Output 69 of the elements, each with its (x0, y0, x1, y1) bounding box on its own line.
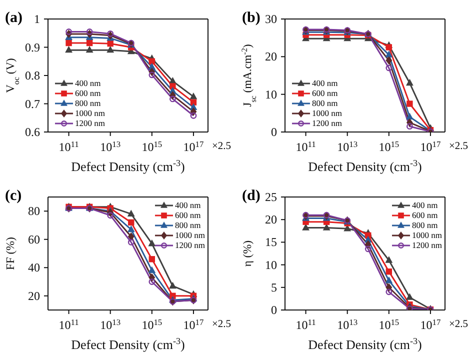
x-tick-label: 10$^{11}$ (58, 318, 79, 332)
legend-label: 1200 nm (175, 240, 205, 250)
x-tick-label: 10$^{17}$ (420, 318, 441, 332)
x-tick-label: 10$^{15}$ (142, 318, 162, 332)
x-axis-title: Defect Density (cm$^{-3}$) (308, 158, 422, 174)
chart-title: (a) (5, 10, 22, 27)
x-tick-label: 10$^{13}$ (337, 140, 358, 154)
y-tick-label: 40 (28, 260, 40, 275)
legend-label: 1000 nm (75, 108, 105, 118)
chart-title: (b) (242, 10, 260, 27)
x-tick-label: 10$^{15}$ (378, 140, 400, 154)
legend-label: 800 nm (312, 98, 338, 108)
legend-label: 1000 nm (412, 230, 442, 240)
y-tick-label: 0 (271, 303, 277, 317)
legend-label: 1000 nm (312, 108, 342, 118)
legend-label: 1000 nm (175, 230, 205, 240)
y-tick-label: 25 (265, 190, 277, 204)
x-axis-title: Defect Density (cm$^{-3}$) (71, 158, 185, 174)
y-tick-label: 20 (265, 212, 277, 227)
legend-label: 600 nm (412, 210, 438, 220)
y-tick-label: 80 (28, 204, 40, 218)
legend-label: 600 nm (175, 210, 201, 220)
legend-label: 800 nm (75, 98, 101, 108)
x-tick-label: 10$^{11}$ (58, 140, 79, 154)
chart-title: (d) (242, 188, 260, 205)
y-tick-label: 0 (271, 125, 277, 139)
y-tick-label: 30 (265, 12, 277, 26)
legend-label: 400 nm (312, 78, 338, 88)
x-axis-title: Defect Density (cm$^{-3}$) (71, 336, 185, 352)
x-tick-label: 10$^{11}$ (296, 140, 316, 154)
legend-label: 400 nm (175, 200, 201, 210)
y-tick-label: 0.8 (25, 68, 40, 82)
y-tick-label: 15 (265, 235, 277, 250)
legend-label: 1200 nm (312, 118, 342, 128)
text: ×2.5 (212, 141, 232, 152)
y-tick-label: 1 (34, 12, 40, 26)
y-tick-label: 20 (28, 288, 40, 303)
legend-label: 600 nm (75, 88, 101, 98)
y-tick-label: 20 (265, 50, 277, 64)
text: ×2.5 (449, 319, 468, 330)
legend-label: 400 nm (75, 78, 101, 88)
legend-label: 1200 nm (412, 240, 442, 250)
y-tick-label: 0.6 (25, 125, 40, 139)
x-tick-label: 10$^{17}$ (183, 140, 204, 154)
legend-label: 1200 nm (75, 118, 105, 128)
x-tick-label: 10$^{15}$ (378, 318, 400, 332)
x-tick-label: 10$^{17}$ (183, 318, 204, 332)
text: ×2.5 (212, 319, 232, 330)
x-tick-label: 10$^{13}$ (337, 318, 358, 332)
text: ×2.5 (449, 141, 468, 152)
y-tick-label: 60 (28, 232, 40, 246)
chart-title: (c) (5, 188, 22, 205)
x-tick-label: 10$^{13}$ (100, 318, 121, 332)
x-axis-title: Defect Density (cm$^{-3}$) (308, 336, 422, 352)
y-tick-label: 10 (265, 87, 277, 102)
y-axis-title: η (%) (242, 240, 254, 267)
y-tick-label: 5 (271, 280, 277, 294)
x-tick-label: 10$^{17}$ (420, 140, 441, 154)
legend-label: 800 nm (412, 220, 438, 230)
x-tick-label: 10$^{15}$ (142, 140, 162, 154)
y-tick-label: 0.7 (25, 96, 40, 111)
legend-label: 400 nm (412, 200, 438, 210)
y-tick-label: 0.9 (25, 40, 40, 54)
x-tick-label: 10$^{13}$ (100, 140, 121, 154)
y-axis-title: FF (%) (5, 236, 17, 270)
x-tick-label: 10$^{11}$ (296, 318, 316, 332)
legend-label: 800 nm (175, 220, 201, 230)
legend-label: 600 nm (312, 88, 338, 98)
y-tick-label: 10 (265, 258, 277, 272)
